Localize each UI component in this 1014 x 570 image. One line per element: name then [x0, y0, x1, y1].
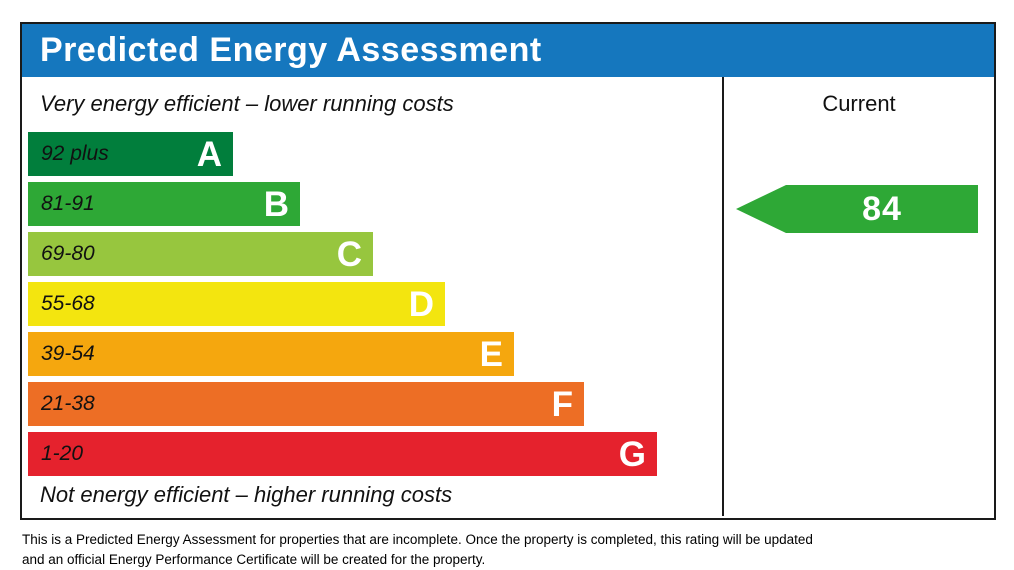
band-letter: G — [618, 434, 646, 474]
band-row: 21-38 F — [28, 382, 584, 426]
footer-note: This is a Predicted Energy Assessment fo… — [22, 532, 813, 567]
caption-bottom: Not energy efficient – higher running co… — [40, 482, 453, 507]
band-list: 92 plus A 81-91 B 69-80 C 55-68 D 39-54 … — [28, 132, 657, 482]
content-row: Very energy efficient – lower running co… — [22, 77, 994, 516]
caption-top: Very energy efficient – lower running co… — [40, 91, 454, 116]
band-range-label: 55-68 — [41, 292, 95, 315]
band-letter: C — [336, 234, 362, 274]
band-range-label: 81-91 — [41, 192, 95, 215]
band-letter: E — [479, 334, 503, 374]
band-row: 81-91 B — [28, 182, 300, 226]
band-range-label: 69-80 — [41, 242, 95, 265]
band-row: 1-20 G — [28, 432, 657, 476]
band-range-label: 39-54 — [41, 342, 95, 365]
current-arrow-body: 84 — [786, 185, 978, 233]
current-arrow-tip-icon — [736, 185, 786, 233]
current-value: 84 — [862, 189, 902, 228]
band-range-label: 1-20 — [41, 442, 84, 465]
title-bar: Predicted Energy Assessment — [22, 24, 994, 77]
current-header: Current — [822, 91, 896, 116]
band-letter: D — [408, 284, 434, 324]
current-rating-arrow: 84 — [736, 185, 978, 233]
current-column: Current 84 — [722, 77, 994, 516]
band-row: 55-68 D — [28, 282, 445, 326]
efficiency-chart: Very energy efficient – lower running co… — [22, 77, 722, 516]
band-range-label: 92 plus — [41, 142, 109, 165]
band-letter: A — [196, 134, 222, 174]
band-letter: F — [551, 384, 573, 424]
band-row: 92 plus A — [28, 132, 233, 176]
band-row: 69-80 C — [28, 232, 373, 276]
page-title: Predicted Energy Assessment — [40, 31, 542, 69]
energy-assessment-panel: Predicted Energy Assessment Very energy … — [20, 22, 996, 520]
band-row: 39-54 E — [28, 332, 514, 376]
band-letter: B — [263, 184, 289, 224]
band-range-label: 21-38 — [41, 392, 95, 415]
